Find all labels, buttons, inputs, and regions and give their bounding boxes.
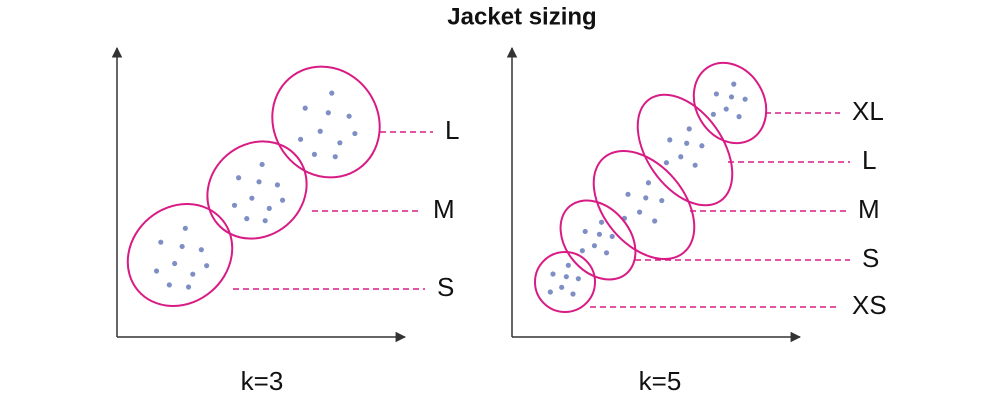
point [266,205,272,211]
point [570,291,576,297]
point [591,243,598,249]
cluster [559,199,637,281]
size-label: S [437,272,454,302]
point [352,130,358,137]
point [204,263,210,269]
point [231,202,238,208]
point [636,209,643,215]
point [596,231,603,237]
point [684,140,690,146]
point [652,218,658,224]
cluster [692,61,768,145]
size-label: L [862,145,876,175]
point [710,111,716,117]
point [236,175,242,181]
point [172,260,178,267]
point [317,128,323,134]
point [198,247,204,253]
point [182,225,188,231]
cluster [636,93,734,207]
point [643,195,649,201]
point [337,140,343,146]
size-label: L [445,115,459,145]
caption: k=3 [241,366,284,396]
point [645,180,652,186]
point [332,154,338,160]
point [603,250,610,256]
point [297,136,304,142]
point [185,284,192,290]
point [550,271,556,277]
point [179,243,185,250]
point [274,182,281,188]
point [742,96,748,102]
size-label: XL [852,96,884,126]
point [625,191,631,197]
point [563,274,569,280]
point [731,81,737,87]
point [346,113,352,119]
cluster [126,202,234,308]
point [259,161,265,168]
point [302,105,308,111]
size-label: S [862,243,879,273]
cluster [592,149,696,261]
point [565,262,571,268]
point [311,151,318,157]
point [598,219,605,225]
point [262,218,268,224]
point [723,106,729,112]
caption: k=5 [639,366,682,396]
title: Jacket sizing [447,3,596,30]
size-label: XS [852,290,887,320]
point [256,179,262,185]
point [667,137,673,143]
point [713,91,720,97]
point [329,90,335,96]
point [659,197,665,204]
point [663,160,670,166]
point [325,110,331,116]
size-label: M [858,194,880,224]
point [547,289,553,295]
point [582,228,588,235]
cluster [271,65,381,179]
point [190,271,196,277]
point [609,233,615,240]
point [728,94,735,100]
point [158,239,164,245]
point [244,216,250,222]
cluster [206,140,308,240]
point [249,195,255,201]
point [153,268,160,274]
point [279,197,286,203]
point [699,143,705,149]
point [678,154,684,160]
point [559,284,565,290]
size-label: M [433,194,455,224]
point [692,162,698,168]
point [166,282,172,288]
point [736,114,742,120]
cluster [534,251,596,313]
point [686,126,692,132]
point [579,248,585,254]
point [575,276,581,282]
